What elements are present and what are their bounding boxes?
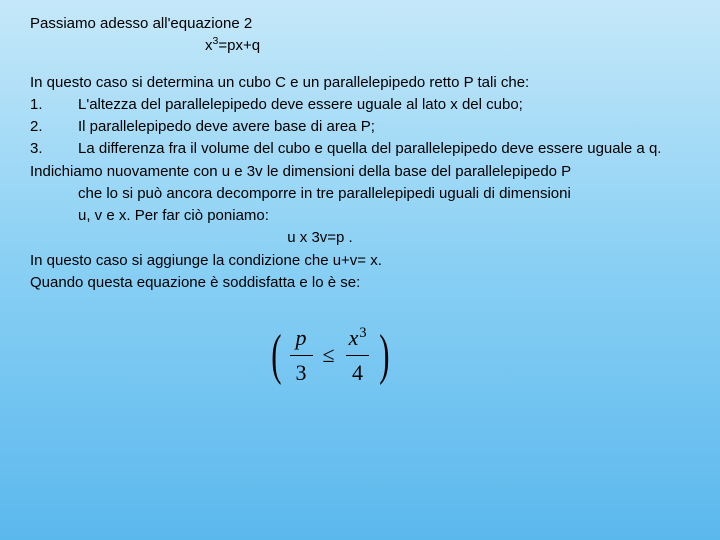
- list-item: 2. Il parallelepipedo deve avere base di…: [30, 117, 690, 137]
- inequality-formula: ( p 3 ≤ x3 4 ): [267, 323, 393, 387]
- paragraph-line: Indichiamo nuovamente con u e 3v le dime…: [30, 162, 690, 182]
- leq-operator: ≤: [323, 340, 335, 370]
- paragraph-line: In questo caso si aggiunge la condizione…: [30, 251, 690, 271]
- list-item: 1. L'altezza del parallelepipedo deve es…: [30, 95, 690, 115]
- paragraph-line: che lo si può ancora decomporre in tre p…: [30, 184, 690, 204]
- exponent: 3: [359, 325, 366, 341]
- right-paren-icon: ): [379, 333, 389, 378]
- list-item: 3. La differenza fra il volume del cubo …: [30, 139, 690, 159]
- fraction-left: p 3: [290, 323, 313, 387]
- lead-text: In questo caso si determina un cubo C e …: [30, 73, 690, 93]
- fraction-right: x3 4: [345, 323, 371, 387]
- var-x: x: [349, 325, 359, 350]
- paragraph-line: u, v e x. Per far ciò poniamo:: [30, 206, 690, 226]
- paragraph-line: Quando questa equazione è soddisfatta e …: [30, 273, 690, 293]
- list-text: L'altezza del parallelepipedo deve esser…: [78, 95, 690, 115]
- fraction-denominator: 4: [346, 355, 369, 388]
- main-equation: x3=px+q: [30, 36, 690, 56]
- inline-equation: u x 3v=p .: [30, 228, 690, 248]
- formula-block: ( p 3 ≤ x3 4 ): [30, 323, 690, 387]
- fraction-numerator: p: [292, 323, 311, 355]
- fraction-numerator: x3: [345, 323, 371, 355]
- list-number: 2.: [30, 117, 78, 137]
- eq-rhs: =px+q: [218, 37, 260, 54]
- list-number: 3.: [30, 139, 78, 159]
- intro-text: Passiamo adesso all'equazione 2: [30, 14, 690, 34]
- left-paren-icon: (: [271, 333, 281, 378]
- list-text: Il parallelepipedo deve avere base di ar…: [78, 117, 690, 137]
- eq-base: x: [205, 37, 213, 54]
- list-number: 1.: [30, 95, 78, 115]
- list-text: La differenza fra il volume del cubo e q…: [78, 139, 690, 159]
- fraction-denominator: 3: [290, 355, 313, 388]
